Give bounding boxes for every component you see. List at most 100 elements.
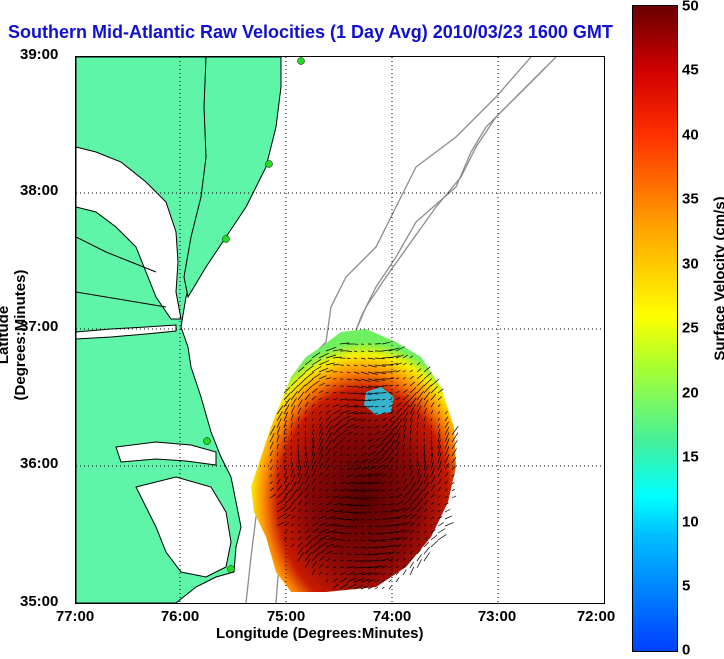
velocity-arrow bbox=[402, 389, 408, 394]
velocity-arrow bbox=[318, 534, 330, 541]
velocity-arrow bbox=[409, 497, 418, 506]
station-marker[interactable] bbox=[227, 565, 235, 573]
velocity-arrow bbox=[353, 584, 364, 590]
velocity-arrow bbox=[388, 355, 400, 359]
velocity-arrow bbox=[332, 510, 344, 513]
lon-tick-label: 77:00 bbox=[55, 608, 95, 625]
velocity-arrow bbox=[311, 434, 315, 443]
velocity-arrow bbox=[381, 349, 393, 352]
velocity-arrow bbox=[437, 487, 442, 492]
velocity-arrow bbox=[395, 397, 401, 401]
velocity-arrow bbox=[325, 509, 334, 513]
velocity-arrow bbox=[388, 544, 398, 548]
velocity-arrow bbox=[437, 388, 444, 394]
velocity-arrow bbox=[381, 565, 388, 569]
velocity-arrow bbox=[339, 488, 348, 492]
velocity-arrow bbox=[360, 440, 365, 443]
velocity-arrow bbox=[346, 392, 356, 394]
velocity-arrow bbox=[346, 431, 353, 436]
velocity-arrow bbox=[402, 491, 411, 499]
velocity-arrow bbox=[290, 506, 297, 513]
velocity-arrow bbox=[297, 460, 301, 471]
velocity-arrow bbox=[437, 495, 441, 499]
velocity-arrow bbox=[360, 452, 367, 457]
velocity-arrow bbox=[346, 357, 351, 359]
velocity-arrow bbox=[304, 534, 312, 541]
velocity-arrow bbox=[332, 398, 338, 401]
velocity-arrow bbox=[290, 457, 293, 464]
velocity-arrow bbox=[402, 362, 407, 366]
velocity-arrow bbox=[339, 453, 344, 457]
velocity-arrow bbox=[360, 518, 365, 521]
velocity-arrow bbox=[346, 378, 352, 381]
velocity-arrow bbox=[374, 385, 384, 388]
velocity-arrow bbox=[367, 481, 378, 485]
lon-tick-label: 72:00 bbox=[576, 608, 616, 625]
land-peninsula bbox=[183, 57, 282, 299]
velocity-arrow bbox=[297, 366, 305, 373]
velocity-arrow bbox=[430, 417, 433, 422]
velocity-arrow bbox=[311, 396, 316, 401]
velocity-arrow bbox=[353, 511, 362, 514]
velocity-arrow bbox=[339, 577, 348, 583]
velocity-arrow bbox=[402, 484, 409, 492]
velocity-arrow bbox=[311, 469, 317, 478]
velocity-arrow bbox=[423, 508, 428, 513]
velocity-arrow bbox=[304, 545, 313, 555]
velocity-arrow bbox=[297, 516, 301, 520]
velocity-arrow bbox=[395, 500, 405, 506]
velocity-arrow bbox=[381, 417, 387, 422]
velocity-arrow bbox=[423, 372, 432, 380]
velocity-arrow bbox=[325, 536, 336, 541]
velocity-arrow bbox=[346, 371, 351, 374]
velocity-arrow bbox=[374, 473, 383, 478]
velocity-arrow bbox=[353, 418, 362, 422]
velocity-arrow bbox=[290, 474, 296, 485]
velocity-arrow bbox=[332, 474, 336, 478]
velocity-arrow bbox=[402, 394, 409, 401]
velocity-arrow bbox=[402, 459, 405, 464]
velocity-arrow bbox=[416, 543, 421, 548]
velocity-arrow bbox=[388, 551, 396, 555]
velocity-arrow bbox=[283, 392, 291, 401]
station-marker[interactable] bbox=[203, 437, 211, 445]
velocity-arrow bbox=[276, 405, 284, 415]
station-marker[interactable] bbox=[265, 160, 273, 168]
velocity-arrow bbox=[423, 407, 428, 415]
velocity-arrow bbox=[325, 550, 333, 555]
velocity-arrow bbox=[444, 454, 450, 464]
velocity-arrow bbox=[304, 424, 307, 429]
velocity-arrow bbox=[423, 541, 430, 548]
map-area[interactable] bbox=[75, 56, 605, 604]
velocity-arrow bbox=[402, 435, 406, 443]
velocity-arrow bbox=[290, 515, 296, 520]
velocity-arrow bbox=[402, 529, 410, 534]
velocity-arrow bbox=[276, 521, 285, 527]
velocity-arrow bbox=[297, 384, 306, 394]
velocity-arrow bbox=[332, 552, 338, 555]
velocity-arrow bbox=[437, 509, 442, 513]
velocity-arrow bbox=[353, 406, 365, 408]
velocity-arrow bbox=[381, 473, 387, 478]
velocity-arrow bbox=[339, 503, 351, 506]
velocity-arrow bbox=[409, 437, 412, 443]
velocity-arrow bbox=[388, 347, 400, 352]
velocity-arrow bbox=[451, 465, 456, 471]
velocity-arrow bbox=[451, 481, 455, 485]
velocity-arrow bbox=[409, 465, 412, 471]
station-marker[interactable] bbox=[297, 57, 305, 65]
station-marker[interactable] bbox=[222, 235, 230, 243]
velocity-arrow bbox=[353, 553, 361, 555]
velocity-arrow bbox=[430, 386, 438, 394]
velocity-arrow bbox=[304, 459, 309, 471]
velocity-arrow bbox=[311, 359, 322, 366]
velocity-arrow bbox=[276, 478, 281, 485]
velocity-arrow bbox=[297, 372, 306, 380]
velocity-arrow bbox=[367, 457, 378, 464]
velocity-arrow bbox=[353, 539, 358, 542]
velocity-arrow bbox=[290, 390, 298, 401]
velocity-arrow bbox=[388, 377, 395, 380]
velocity-arrow bbox=[395, 354, 404, 359]
velocity-arrow bbox=[381, 405, 385, 408]
velocity-arrow bbox=[269, 487, 275, 492]
